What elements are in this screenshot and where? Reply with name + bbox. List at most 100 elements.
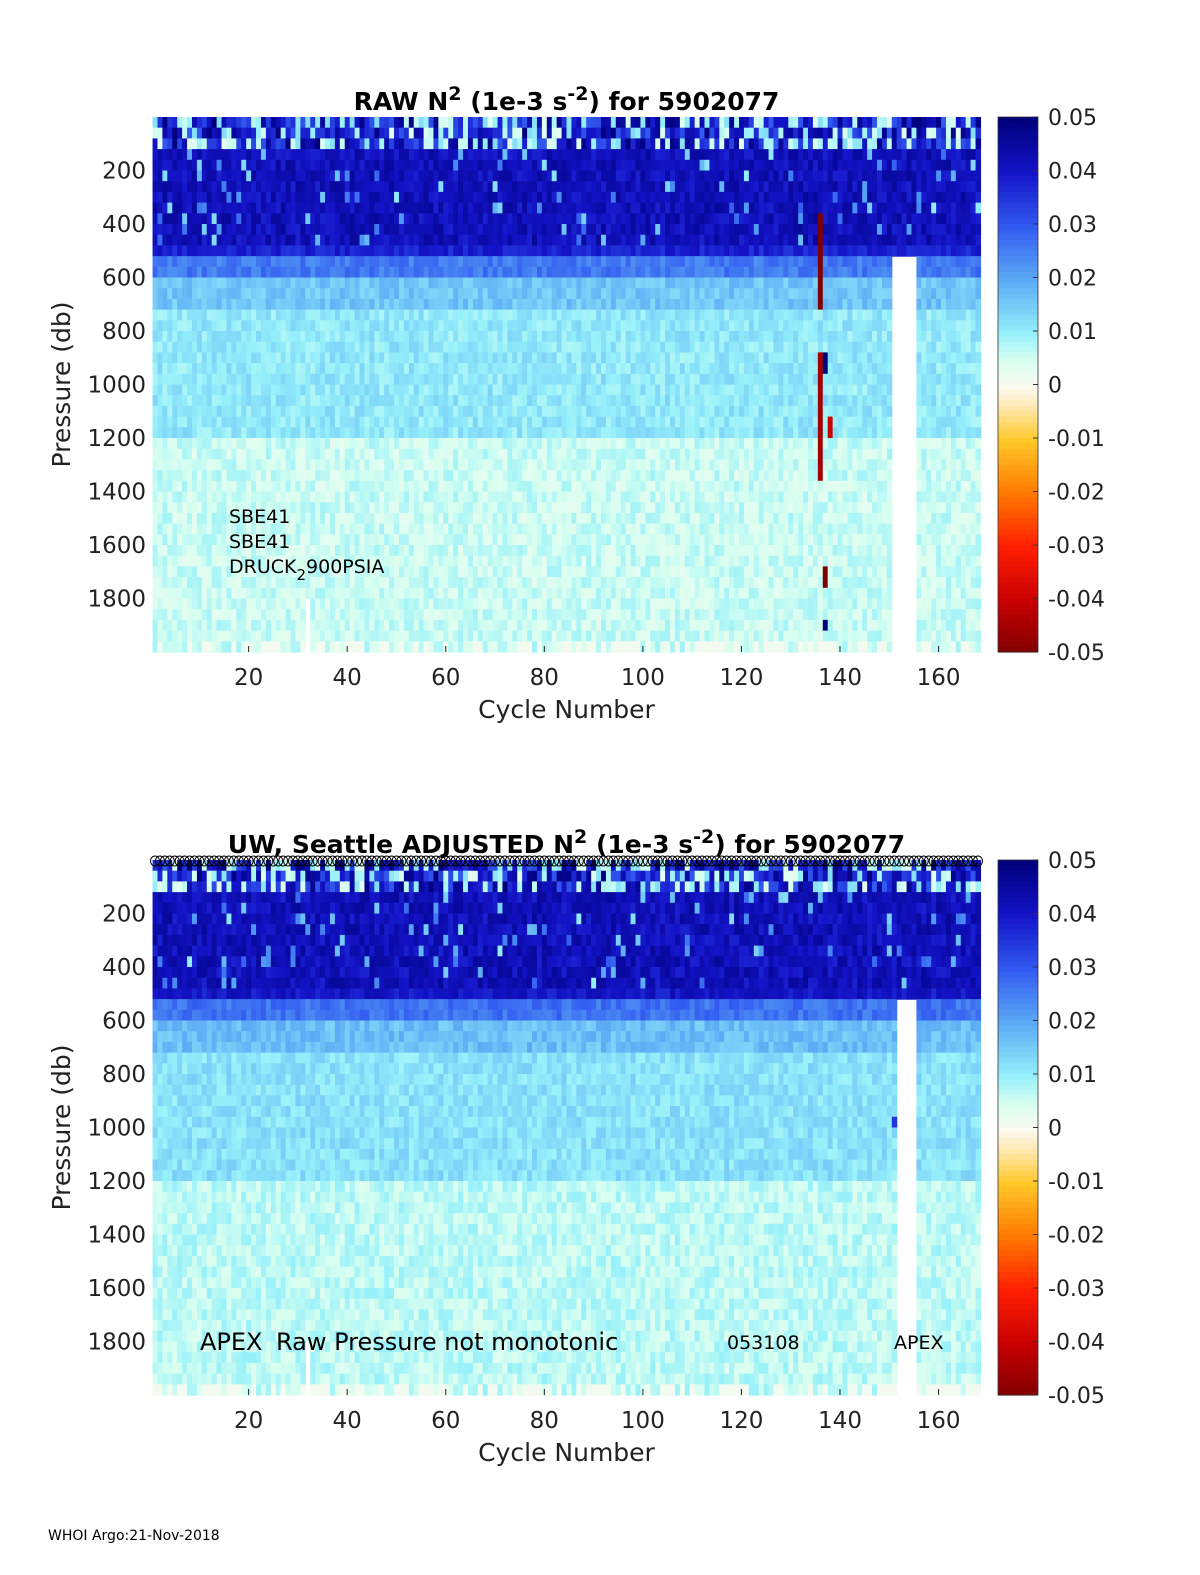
heatmap-cell (443, 331, 449, 343)
heatmap-cell (379, 619, 385, 632)
heatmap-cell (196, 234, 203, 246)
heatmap-cell (260, 266, 267, 279)
heatmap-cell (320, 619, 326, 632)
heatmap-cell (546, 448, 553, 460)
heatmap-cell (359, 309, 366, 321)
heatmap-cell (246, 341, 252, 353)
heatmap-cell (581, 555, 587, 567)
heatmap-cell (532, 149, 538, 161)
heatmap-cell (265, 331, 272, 343)
heatmap-cell (630, 373, 637, 386)
heatmap-cell (398, 534, 405, 546)
heatmap-cell (191, 438, 198, 450)
heatmap-cell (260, 555, 267, 567)
heatmap-cell (187, 512, 193, 525)
heatmap-cell (364, 512, 370, 525)
heatmap-cell (640, 609, 646, 621)
heatmap-cell (635, 224, 642, 236)
heatmap-cell (374, 256, 380, 268)
heatmap-cell (596, 117, 602, 129)
heatmap-cell (172, 288, 178, 300)
heatmap-cell (359, 545, 366, 557)
heatmap-cell (458, 256, 464, 268)
heatmap-cell (349, 288, 356, 300)
heatmap-cell (596, 266, 602, 279)
heatmap-cell (541, 630, 548, 642)
heatmap-cell (467, 448, 474, 460)
heatmap-cell (191, 523, 198, 535)
heatmap-cell (305, 512, 311, 525)
heatmap-cell (379, 234, 385, 246)
heatmap-cell (157, 480, 163, 493)
heatmap-cell (206, 149, 213, 161)
heatmap-cell (152, 566, 159, 578)
heatmap-cell (221, 202, 228, 214)
heatmap-cell (325, 288, 331, 300)
heatmap-cell (586, 523, 592, 535)
heatmap-cell (517, 191, 523, 204)
heatmap-cell (532, 213, 538, 225)
heatmap-cell (541, 256, 548, 268)
heatmap-cell (241, 138, 247, 150)
heatmap-cell (394, 587, 400, 600)
heatmap-cell (438, 213, 444, 225)
heatmap-cell (349, 416, 356, 428)
heatmap-cell (305, 545, 311, 557)
heatmap-cell (226, 480, 232, 493)
heatmap-cell (467, 587, 474, 600)
heatmap-cell (635, 181, 642, 193)
heatmap-cell (339, 395, 346, 407)
heatmap-cell (275, 566, 282, 578)
heatmap-cell (532, 159, 538, 172)
heatmap-cell (334, 202, 341, 214)
heatmap-cell (231, 502, 237, 514)
heatmap-cell (157, 427, 163, 439)
heatmap-cell (285, 352, 292, 364)
heatmap-cell (630, 191, 637, 204)
heatmap-cell (379, 587, 385, 600)
heatmap-cell (453, 480, 459, 493)
heatmap-cell (571, 619, 577, 632)
heatmap-cell (630, 502, 637, 514)
heatmap-cell (502, 405, 508, 418)
heatmap-cell (527, 170, 533, 182)
heatmap-cell (640, 619, 646, 632)
heatmap-cell (177, 587, 183, 600)
heatmap-cell (167, 630, 173, 642)
heatmap-cell (640, 159, 646, 172)
heatmap-cell (364, 523, 370, 535)
heatmap-cell (620, 545, 627, 557)
heatmap-cell (389, 405, 395, 418)
heatmap-cell (187, 619, 193, 632)
heatmap-cell (162, 117, 168, 129)
heatmap-cell (231, 405, 237, 418)
heatmap-cell (167, 641, 173, 653)
heatmap-cell (635, 117, 642, 129)
heatmap-cell (260, 331, 267, 343)
heatmap-cell (389, 384, 395, 396)
heatmap-cell (640, 170, 646, 182)
heatmap-cell (512, 555, 518, 567)
heatmap-cell (182, 619, 188, 632)
heatmap-cell (211, 277, 218, 289)
heatmap-cell (177, 245, 183, 257)
heatmap-cell (364, 598, 370, 610)
heatmap-cell (433, 534, 439, 546)
heatmap-cell (374, 491, 380, 503)
heatmap-cell (620, 224, 627, 236)
heatmap-cell (556, 459, 563, 471)
heatmap-cell (384, 149, 390, 161)
heatmap-cell (295, 577, 301, 589)
heatmap-cell (536, 373, 543, 386)
heatmap-cell (275, 523, 282, 535)
heatmap-cell (280, 234, 287, 246)
heatmap-cell (389, 566, 395, 578)
heatmap-cell (325, 395, 331, 407)
heatmap-cell (453, 149, 459, 161)
heatmap-cell (541, 117, 548, 129)
heatmap-cell (231, 395, 237, 407)
heatmap-cell (364, 577, 370, 589)
heatmap-cell (448, 117, 454, 129)
heatmap-cell (329, 373, 336, 386)
heatmap-cell (329, 181, 336, 193)
